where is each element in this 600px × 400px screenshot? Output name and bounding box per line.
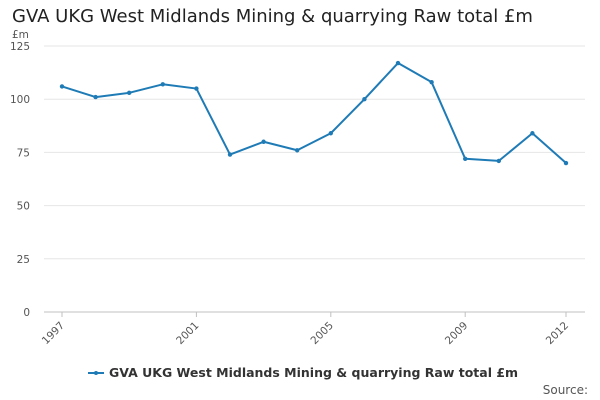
x-tick-label: 2005 (309, 320, 336, 347)
y-tick-label: 125 (10, 41, 30, 53)
y-axis-ticks: 0 25 50 75 100 125 (10, 41, 30, 319)
x-tick-label: 2009 (443, 320, 470, 347)
data-point[interactable] (227, 152, 233, 157)
series-layer (59, 60, 569, 166)
x-tick-label: 2012 (544, 320, 571, 347)
legend-item-label: GVA UKG West Midlands Mining & quarrying… (109, 365, 518, 380)
data-point[interactable] (295, 148, 300, 153)
data-point[interactable] (463, 156, 468, 161)
source-label[interactable]: Source: (543, 383, 588, 397)
data-point[interactable] (395, 60, 401, 66)
data-point[interactable] (93, 94, 98, 100)
data-point[interactable] (127, 90, 132, 96)
y-axis-unit-label: £m (12, 29, 29, 41)
x-tick-label: 1997 (40, 320, 67, 347)
data-point[interactable] (261, 139, 266, 144)
data-point[interactable] (194, 86, 199, 91)
data-point[interactable] (429, 79, 434, 85)
data-point[interactable] (59, 84, 65, 89)
legend-marker (94, 371, 98, 375)
grid-lines (44, 45, 585, 260)
y-tick-label: 50 (17, 201, 30, 213)
chart-title: GVA UKG West Midlands Mining & quarrying… (12, 6, 533, 27)
x-tick-label: 2001 (174, 320, 201, 347)
y-tick-label: 100 (10, 94, 30, 106)
data-point[interactable] (328, 131, 333, 136)
data-point[interactable] (496, 158, 501, 164)
y-tick-label: 25 (17, 254, 30, 266)
y-tick-label: 0 (23, 307, 30, 319)
series-line (61, 62, 567, 164)
x-axis-ticks: 1997 2001 2005 2009 2012 (40, 312, 571, 347)
data-point[interactable] (530, 131, 535, 136)
data-point[interactable] (362, 97, 367, 102)
y-tick-label: 75 (17, 147, 30, 159)
data-point[interactable] (160, 82, 165, 87)
data-point[interactable] (563, 160, 569, 166)
legend[interactable]: GVA UKG West Midlands Mining & quarrying… (88, 365, 518, 380)
